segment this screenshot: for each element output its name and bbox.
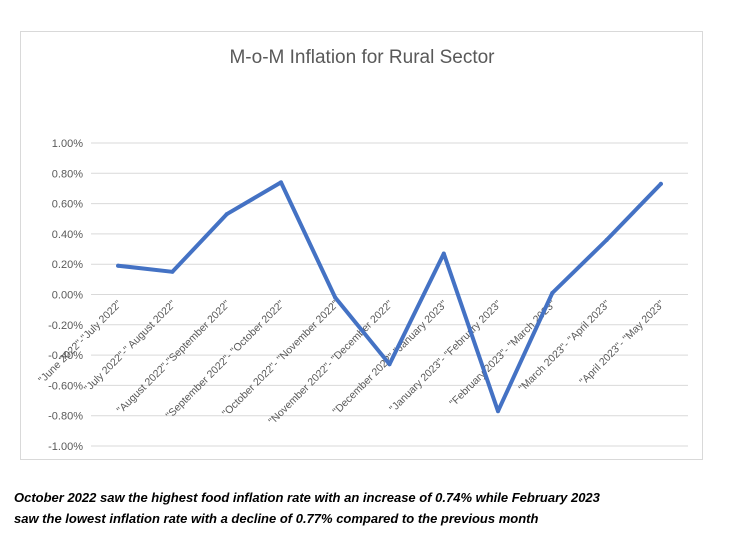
- y-tick-label: 1.00%: [52, 138, 83, 150]
- x-tick-label: "October 2022"- "November 2022": [220, 298, 342, 420]
- y-tick-label: 0.20%: [52, 259, 83, 271]
- caption-line-2: saw the lowest inflation rate with a dec…: [14, 511, 539, 526]
- series-layer: [116, 180, 663, 414]
- data-point: [550, 290, 555, 295]
- data-point: [170, 269, 175, 274]
- data-point: [658, 181, 663, 186]
- data-point: [604, 237, 609, 242]
- y-tick-label: -0.40%: [48, 350, 83, 362]
- caption: October 2022 saw the highest food inflat…: [14, 487, 714, 529]
- data-point: [278, 180, 283, 185]
- y-tick-label: 0.80%: [52, 168, 83, 180]
- data-point: [333, 295, 338, 300]
- chart-title: M-o-M Inflation for Rural Sector: [229, 47, 495, 68]
- x-tick-label: "September 2022"- "October 2022": [164, 298, 288, 422]
- x-tick-label: "July 2022"-" August 2022": [82, 298, 179, 395]
- data-point: [441, 251, 446, 256]
- y-axis-tick-labels: 1.00% 0.80% 0.60% 0.40% 0.20% 0.00% -0.20% -0.4…: [48, 138, 83, 453]
- data-point: [496, 409, 501, 414]
- data-point: [116, 263, 121, 268]
- chart-area: M-o-M Inflation for Rural Sector 1.00% 0.…: [20, 31, 703, 460]
- x-tick-label: "January 2023"- "February 2023": [387, 298, 504, 415]
- caption-line-1: October 2022 saw the highest food inflat…: [14, 490, 600, 505]
- x-tick-label: "March 2023"- "April 2023": [517, 298, 613, 394]
- y-tick-label: -0.80%: [48, 411, 83, 423]
- y-tick-label: -0.60%: [48, 380, 83, 392]
- y-tick-label: 0.00%: [52, 290, 83, 302]
- y-tick-label: -0.20%: [48, 320, 83, 332]
- y-tick-label: -1.00%: [48, 441, 83, 453]
- y-tick-label: 0.40%: [52, 229, 83, 241]
- y-tick-label: 0.60%: [52, 199, 83, 211]
- x-tick-label: "August 2022"-"September 2022": [115, 298, 233, 416]
- gridlines: [91, 142, 688, 447]
- data-point: [387, 362, 392, 367]
- data-point: [224, 212, 229, 217]
- line-chart: M-o-M Inflation for Rural Sector 1.00% 0.…: [36, 47, 688, 453]
